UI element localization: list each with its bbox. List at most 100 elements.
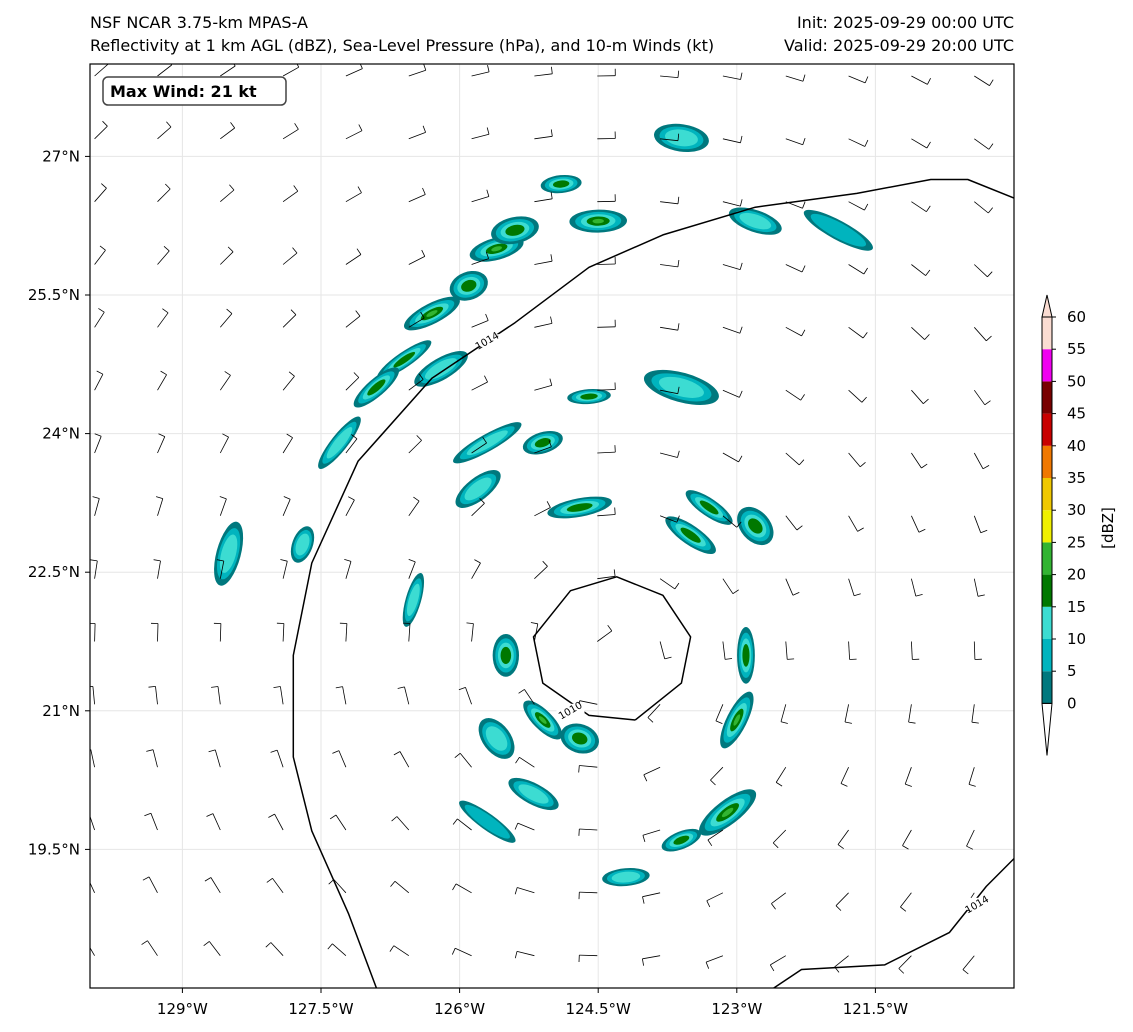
wind-barb <box>92 686 95 705</box>
wind-barb <box>911 641 913 660</box>
wind-barb-feather <box>163 245 170 252</box>
wind-barb-feather <box>81 877 87 880</box>
wind-barb <box>471 381 488 391</box>
wind-barb-feather <box>550 316 553 324</box>
wind-barb <box>155 686 158 705</box>
wind-barb-feather <box>989 79 994 86</box>
wind-barb <box>212 813 221 831</box>
wind-barb <box>157 560 161 579</box>
wind-barb-feather <box>355 310 361 317</box>
isobar-line <box>773 858 1014 988</box>
wind-barb <box>345 192 362 203</box>
wind-barb <box>94 125 108 140</box>
wind-barb <box>579 891 598 894</box>
wind-barb <box>282 128 299 140</box>
wind-barb <box>597 389 616 391</box>
wind-barb <box>597 514 616 517</box>
colorbar-bin <box>1042 445 1052 478</box>
wind-barb-feather <box>864 76 869 84</box>
wind-barb <box>332 943 347 957</box>
wind-barb <box>282 375 295 391</box>
wind-barb-feather <box>837 844 844 850</box>
colorbar-bin <box>1042 317 1052 350</box>
reflectivity-cell <box>547 496 612 519</box>
wind-barb <box>408 69 426 77</box>
wind-barb <box>219 623 222 642</box>
wind-barb-feather <box>273 686 281 688</box>
wind-barb-feather <box>987 207 994 214</box>
reflectivity-cell <box>402 572 425 627</box>
wind-barb <box>157 498 164 516</box>
wind-barb <box>94 436 102 454</box>
wind-barb <box>94 374 104 391</box>
wind-barb <box>471 71 490 77</box>
wind-barb-feather <box>454 752 461 759</box>
wind-barb-feather <box>677 259 680 267</box>
wind-barb <box>408 500 420 517</box>
wind-barb <box>345 315 361 328</box>
wind-barb-feather <box>422 125 426 133</box>
wind-barb <box>785 641 788 660</box>
reflectivity-cell <box>540 174 582 194</box>
wind-barb <box>715 704 724 722</box>
wind-barb-feather <box>861 396 867 403</box>
wind-barb <box>848 578 855 596</box>
wind-barb <box>94 623 96 642</box>
wind-barb <box>408 256 425 265</box>
wind-barb-feather <box>864 203 869 211</box>
wind-barb <box>785 578 794 596</box>
wind-barb <box>722 452 739 463</box>
wind-barb-feather <box>927 78 931 85</box>
wind-barb <box>911 75 928 85</box>
wind-barb-feather <box>266 877 273 883</box>
wind-barb-feather <box>514 822 519 830</box>
wind-barb <box>394 880 410 894</box>
reflectivity-cell <box>737 627 755 684</box>
reflectivity-cell <box>523 700 563 740</box>
wind-barb <box>911 515 920 533</box>
wind-barb-feather <box>102 120 108 127</box>
reflectivity-cell <box>653 123 709 153</box>
wind-barb <box>911 452 922 469</box>
wind-barb <box>643 766 661 776</box>
wind-barb-feather <box>487 65 490 72</box>
colorbar-tick-label: 60 <box>1067 308 1086 326</box>
wind-barb <box>772 829 787 844</box>
wind-barb <box>974 327 987 342</box>
wind-barb-feather <box>389 945 395 952</box>
wind-barb-feather <box>802 137 806 145</box>
wind-barb-feather <box>421 249 426 257</box>
wind-barb-feather <box>799 459 805 466</box>
wind-barb <box>345 130 363 140</box>
wind-barb-feather <box>740 72 743 80</box>
wind-barb-feather <box>211 686 219 688</box>
wind-barb <box>471 320 489 328</box>
reflectivity-cell <box>560 723 599 754</box>
wind-barb <box>771 892 787 904</box>
colorbar-bin <box>1042 413 1052 446</box>
wind-barb <box>338 750 347 768</box>
wind-barb <box>519 756 535 768</box>
wind-barb-feather <box>90 559 98 562</box>
isobar-line <box>532 576 692 721</box>
wind-barb-feather <box>915 594 923 597</box>
wind-barb <box>90 749 95 768</box>
wind-barb-feather <box>902 845 909 850</box>
colorbar-tick-label: 10 <box>1067 630 1086 648</box>
reflectivity-cell <box>478 718 515 759</box>
wind-barb-feather <box>787 658 795 660</box>
wind-barb <box>660 75 679 78</box>
wind-barb-feather <box>82 813 89 815</box>
lon-tick-label: 123°W <box>711 1000 762 1018</box>
lat-tick-label: 27°N <box>42 147 80 165</box>
wind-barb <box>517 822 535 831</box>
wind-barb-feather <box>208 749 216 753</box>
wind-barb-feather <box>977 594 985 597</box>
wind-barb <box>706 892 724 902</box>
wind-barb-feather <box>107 64 109 65</box>
wind-barb-feather <box>706 900 711 908</box>
reflectivity-cell <box>459 800 516 843</box>
wind-barb-feather <box>775 782 783 787</box>
wind-barb <box>208 941 221 956</box>
wind-barb-feather <box>550 254 553 262</box>
